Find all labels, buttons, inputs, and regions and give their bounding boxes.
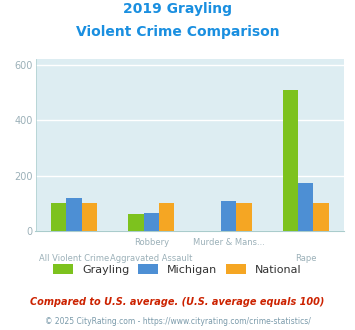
Text: Rape: Rape: [295, 254, 317, 263]
Bar: [66, 198, 82, 231]
Bar: [159, 203, 175, 231]
Bar: [283, 90, 298, 231]
Text: Robbery: Robbery: [134, 238, 169, 247]
Text: 2019 Grayling: 2019 Grayling: [123, 2, 232, 16]
Legend: Grayling, Michigan, National: Grayling, Michigan, National: [50, 261, 305, 278]
Text: All Violent Crime: All Violent Crime: [39, 254, 109, 263]
Text: Murder & Mans...: Murder & Mans...: [193, 238, 264, 247]
Text: Compared to U.S. average. (U.S. average equals 100): Compared to U.S. average. (U.S. average …: [30, 297, 325, 307]
Bar: [313, 203, 329, 231]
Text: Violent Crime Comparison: Violent Crime Comparison: [76, 25, 279, 39]
Text: © 2025 CityRating.com - https://www.cityrating.com/crime-statistics/: © 2025 CityRating.com - https://www.city…: [45, 317, 310, 326]
Text: Aggravated Assault: Aggravated Assault: [110, 254, 192, 263]
Bar: [128, 214, 143, 231]
Bar: [143, 213, 159, 231]
Bar: [236, 203, 252, 231]
Bar: [82, 203, 97, 231]
Bar: [51, 203, 66, 231]
Bar: [298, 182, 313, 231]
Bar: [221, 201, 236, 231]
